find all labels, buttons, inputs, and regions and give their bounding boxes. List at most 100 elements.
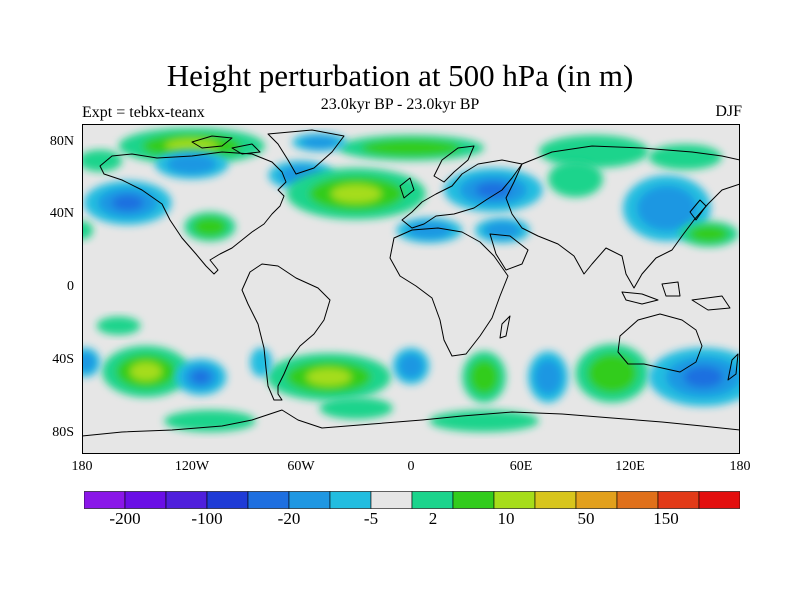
anomaly-contour	[96, 316, 141, 335]
lon-tick-180w: 180	[71, 459, 93, 474]
coastline-arctic-island-2	[231, 143, 261, 155]
negative-anomaly	[155, 149, 229, 179]
lon-tick-120w: 120W	[174, 459, 210, 474]
colorbar-cell	[206, 491, 249, 509]
chart-subtitle: 23.0kyr BP - 23.0kyr BP	[320, 96, 480, 113]
coastline-arabia	[489, 233, 529, 271]
coastline-south-america	[241, 263, 331, 401]
lat-tick-40s: 40S	[52, 352, 74, 367]
negative-anomaly	[648, 347, 740, 407]
positive-anomaly	[462, 351, 506, 403]
coastline-british-isles	[399, 177, 415, 199]
negative-anomaly	[250, 347, 273, 377]
season-label: DJF	[715, 103, 742, 120]
negative-anomaly	[292, 133, 347, 152]
anomaly-contour	[587, 353, 637, 394]
lon-tick-180e: 180	[729, 459, 751, 474]
anomaly-contour	[192, 216, 228, 237]
coastline-indonesia	[621, 291, 659, 305]
coastline-new-zealand	[727, 353, 739, 381]
colorbar-cell	[452, 491, 495, 509]
coastline-greenland	[267, 129, 345, 175]
positive-anomaly	[679, 221, 739, 247]
colorbar-cell	[657, 491, 700, 509]
anomaly-contour	[689, 225, 729, 243]
negative-anomaly	[175, 358, 227, 396]
lat-tick-80n: 80N	[49, 134, 74, 149]
anomaly-contour	[331, 184, 382, 203]
positive-anomaly	[429, 410, 539, 432]
positive-anomaly	[337, 135, 485, 161]
coastline-madagascar	[499, 315, 511, 339]
anomaly-contour	[398, 353, 424, 379]
colorbar-label-50: 50	[577, 509, 595, 528]
positive-anomaly	[548, 160, 603, 198]
coastline-japan	[689, 199, 707, 221]
positive-anomaly	[539, 135, 649, 168]
positive-anomaly	[96, 316, 141, 335]
colorbar-cells	[84, 491, 740, 509]
anomaly-contour	[429, 410, 539, 432]
positive-anomaly	[102, 345, 190, 398]
negative-anomaly	[82, 347, 101, 377]
lat-tick-80s: 80S	[52, 425, 74, 440]
coastline-asia	[505, 145, 740, 289]
coastline-north-america	[99, 151, 287, 275]
colorbar-label-neg200: -200	[109, 509, 141, 528]
anomaly-contour	[82, 149, 123, 172]
coastline-borneo	[661, 281, 681, 297]
anomaly-contour	[475, 182, 512, 198]
colorbar-cell	[288, 491, 331, 509]
anomaly-contour	[483, 221, 521, 239]
anomaly-contour	[361, 139, 461, 157]
anomaly-contour	[191, 370, 210, 384]
anomaly-contour	[82, 221, 93, 240]
positive-anomaly	[319, 397, 393, 420]
anomaly-contour	[164, 410, 256, 432]
anomaly-contour	[301, 136, 339, 149]
negative-anomaly	[475, 217, 530, 244]
anomaly-contour	[165, 139, 218, 153]
coastline-new-guinea	[691, 295, 731, 311]
positive-anomaly	[266, 353, 391, 401]
colorbar-cell	[329, 491, 372, 509]
coastline-europe	[401, 159, 523, 229]
positive-anomaly	[286, 168, 426, 220]
colorbar-cell	[616, 491, 659, 509]
positive-anomaly	[82, 149, 123, 172]
colorbar-cell	[411, 491, 454, 509]
negative-anomaly	[443, 168, 543, 212]
coastline-antarctica	[82, 409, 740, 437]
coastline-scandinavia	[433, 145, 475, 183]
colorbar-cell	[698, 491, 740, 509]
colorbar-label-2: 2	[428, 509, 438, 528]
anomaly-contour	[637, 185, 697, 231]
lat-tick-0: 0	[67, 279, 74, 294]
anomaly-contour	[130, 362, 162, 381]
colorbar-cell	[370, 491, 413, 509]
lon-tick-60e: 60E	[509, 459, 533, 474]
negative-anomaly	[392, 347, 430, 385]
colorbar-cell	[165, 491, 208, 509]
colorbar	[84, 491, 740, 509]
positive-anomaly	[184, 212, 236, 242]
anomaly-contour	[469, 359, 499, 395]
coastlines	[82, 129, 740, 437]
anomaly-contour	[539, 135, 649, 168]
positive-anomaly	[648, 144, 722, 170]
colorbar-cell	[534, 491, 577, 509]
anomaly-contour	[82, 352, 96, 373]
lon-tick-120e: 120E	[615, 459, 645, 474]
negative-anomaly	[396, 217, 463, 244]
coastline-africa	[389, 227, 509, 357]
colorbar-cell	[247, 491, 290, 509]
coastline-australia	[617, 313, 703, 373]
colorbar-label-neg100: -100	[191, 509, 223, 528]
anomaly-contour	[166, 154, 217, 175]
negative-anomaly	[83, 180, 172, 225]
anomaly-contour	[648, 144, 722, 170]
experiment-label: Expt = tebkx-teanx	[82, 104, 205, 121]
anomaly-layer	[82, 127, 740, 432]
anomaly-contour	[319, 397, 393, 420]
height-perturbation-map	[82, 124, 740, 454]
